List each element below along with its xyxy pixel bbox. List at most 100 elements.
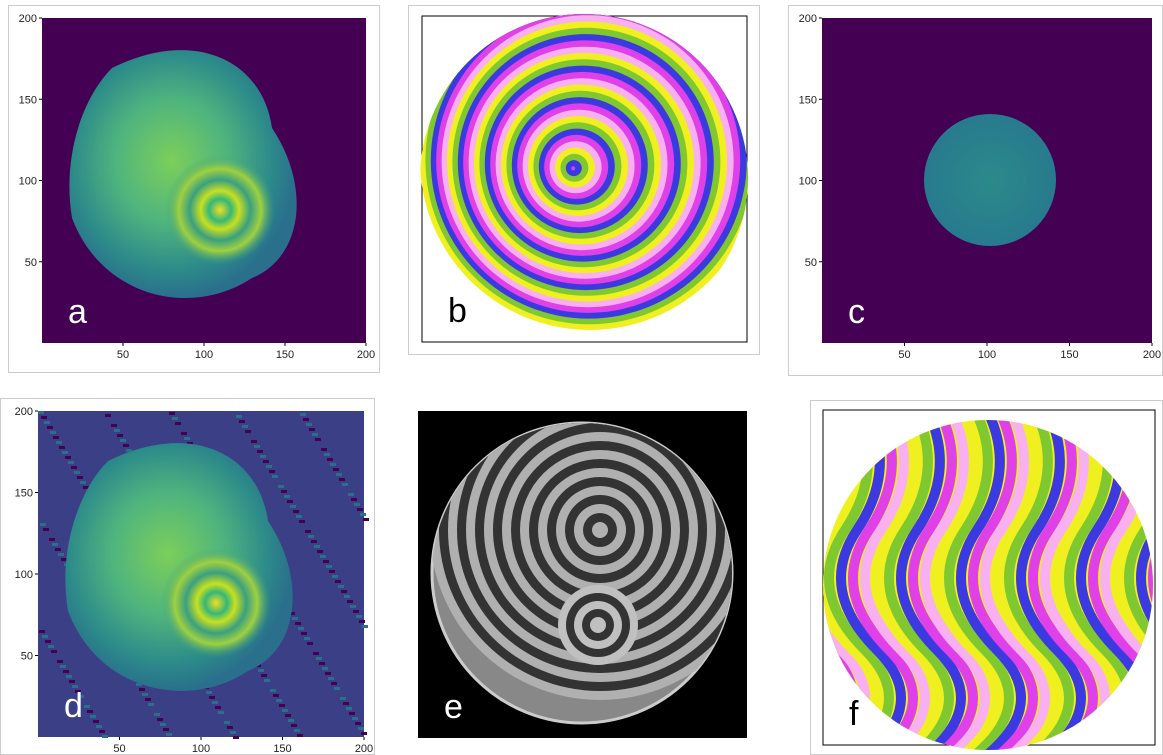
noise xyxy=(306,423,312,426)
noise xyxy=(342,483,348,486)
noise xyxy=(160,723,166,726)
noise xyxy=(272,475,278,478)
noise xyxy=(327,458,333,461)
noise xyxy=(358,727,364,730)
x-tick-label: 150 xyxy=(273,743,291,755)
noise xyxy=(80,481,86,484)
noise xyxy=(335,580,341,583)
fringe xyxy=(757,410,817,755)
x-tick-label: 50 xyxy=(113,743,125,755)
noise xyxy=(287,500,293,503)
noise xyxy=(294,729,300,732)
noise xyxy=(309,428,315,431)
noise xyxy=(347,600,353,603)
noise xyxy=(123,444,129,447)
noise xyxy=(142,693,148,696)
x-tick-label: 150 xyxy=(276,349,294,361)
noise xyxy=(263,460,269,463)
noise xyxy=(357,508,363,511)
noise xyxy=(343,702,349,705)
fringe xyxy=(592,522,608,538)
noise xyxy=(305,530,311,533)
noise xyxy=(355,722,361,725)
noise xyxy=(330,463,336,466)
y-tick-label: 100 xyxy=(15,569,33,581)
noise xyxy=(230,731,236,734)
noise xyxy=(332,575,338,578)
noise xyxy=(269,470,275,473)
noise xyxy=(304,637,310,640)
disc xyxy=(924,114,1056,246)
x-tick-label: 100 xyxy=(978,349,996,361)
noise xyxy=(279,704,285,707)
noise xyxy=(359,620,365,623)
noise xyxy=(329,570,335,573)
noise xyxy=(50,431,56,434)
noise xyxy=(42,635,48,638)
noise xyxy=(38,411,44,414)
x-tick-label: 200 xyxy=(355,743,373,755)
rings xyxy=(161,548,271,658)
noise xyxy=(297,734,303,737)
noise xyxy=(344,595,350,598)
noise xyxy=(319,662,325,665)
noise xyxy=(169,412,175,415)
noise xyxy=(239,420,245,423)
noise xyxy=(333,468,339,471)
panel-letter: d xyxy=(64,687,83,725)
y-tick-label: 200 xyxy=(799,13,817,25)
noise xyxy=(285,714,291,717)
noise xyxy=(324,453,330,456)
noise xyxy=(295,622,301,625)
fringe xyxy=(590,617,606,633)
noise xyxy=(145,698,151,701)
noise xyxy=(326,565,332,568)
noise xyxy=(334,687,340,690)
noise xyxy=(363,518,369,521)
panel-letter: a xyxy=(68,293,87,331)
noise xyxy=(331,682,337,685)
noise xyxy=(254,445,260,448)
panel-letter: b xyxy=(448,292,467,330)
figure: 5010015020050100150200ab5010015020050100… xyxy=(0,0,1163,755)
y-tick-label: 50 xyxy=(25,257,37,269)
noise xyxy=(84,705,90,708)
noise xyxy=(290,505,296,508)
noise xyxy=(48,645,54,648)
y-tick-label: 200 xyxy=(19,13,37,25)
noise xyxy=(312,433,318,436)
noise xyxy=(311,540,317,543)
noise xyxy=(336,473,342,476)
noise xyxy=(69,680,75,683)
x-tick-label: 150 xyxy=(1060,349,1078,361)
noise xyxy=(361,732,367,735)
noise xyxy=(288,719,294,722)
noise xyxy=(350,605,356,608)
noise xyxy=(270,689,276,692)
noise xyxy=(57,660,63,663)
noise xyxy=(352,717,358,720)
noise xyxy=(51,650,57,653)
noise xyxy=(184,437,190,440)
noise xyxy=(61,558,67,561)
noise xyxy=(114,429,120,432)
noise xyxy=(59,446,65,449)
noise xyxy=(281,490,287,493)
noise xyxy=(181,432,187,435)
noise xyxy=(71,466,77,469)
noise xyxy=(303,418,309,421)
noise xyxy=(175,422,181,425)
noise xyxy=(353,610,359,613)
noise xyxy=(148,703,154,706)
y-tick-label: 50 xyxy=(21,651,33,663)
noise xyxy=(154,713,160,716)
noise xyxy=(340,697,346,700)
noise xyxy=(308,535,314,538)
noise xyxy=(276,699,282,702)
noise xyxy=(49,538,55,541)
noise xyxy=(299,520,305,523)
noise xyxy=(66,675,72,678)
noise xyxy=(120,439,126,442)
y-tick-label: 100 xyxy=(799,176,817,188)
noise xyxy=(315,438,321,441)
